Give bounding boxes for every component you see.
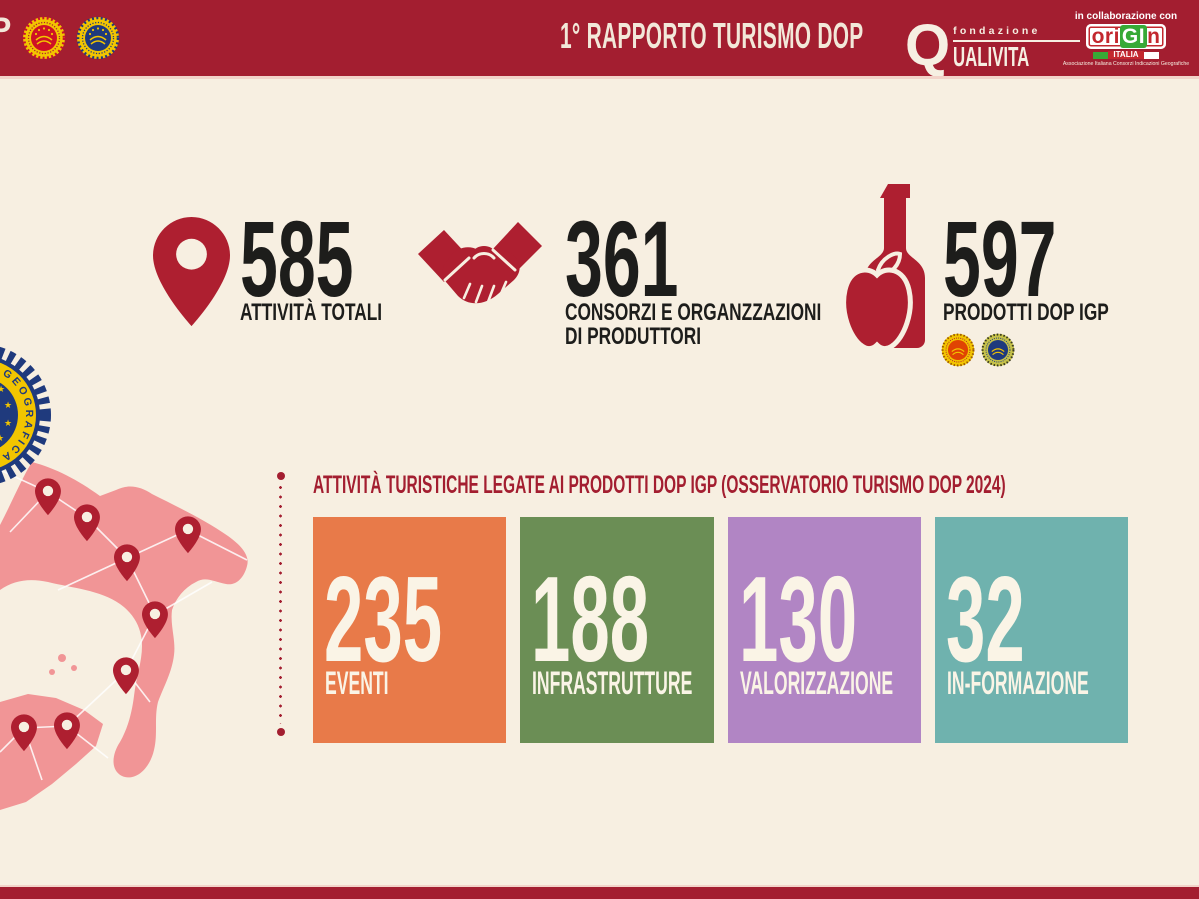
card-label: VALORIZZAZIONE bbox=[739, 665, 893, 701]
wine-bottle-apple-icon bbox=[841, 184, 925, 352]
igp-mini-badge-icon bbox=[981, 333, 1015, 367]
card-label: IN-FORMAZIONE bbox=[946, 665, 1089, 701]
origin-pre: ori bbox=[1091, 25, 1120, 48]
card-value: 32 bbox=[945, 551, 1025, 687]
dop-mini-badge-icon bbox=[941, 333, 975, 367]
qualivita-name: UALIVITA bbox=[953, 41, 1030, 72]
stat-label-prodotti: PRODOTTI DOP IGP bbox=[943, 299, 1109, 326]
svg-text:★: ★ bbox=[0, 433, 4, 443]
origin-logo: in collaborazione con oriGIn ITALIA Asso… bbox=[1056, 11, 1196, 67]
card-label: INFRASTRUTTURE bbox=[532, 665, 693, 701]
card-value: 188 bbox=[531, 551, 650, 687]
dop-badge-icon bbox=[22, 16, 66, 60]
stat-label-attivita: ATTIVITÀ TOTALI bbox=[240, 299, 383, 326]
card-infrastrutture: 188 INFRASTRUTTURE bbox=[520, 517, 714, 743]
origin-country: ITALIA bbox=[1108, 51, 1144, 59]
igp-badge-icon bbox=[76, 16, 120, 60]
qualivita-logo: Q fondazione UALIVITA bbox=[905, 13, 1081, 78]
card-value: 130 bbox=[738, 551, 857, 687]
header-divider bbox=[0, 76, 1199, 79]
header-bar: P bbox=[0, 0, 1199, 76]
origin-tagline: Associazione Italiana Consorzi Indicazio… bbox=[1062, 61, 1190, 67]
origin-italy-flag: ITALIA bbox=[1056, 51, 1196, 59]
rosette-stars: ★ ★ ★ ★ ★ bbox=[0, 384, 12, 443]
handshake-icon bbox=[418, 222, 542, 304]
card-label: EVENTI bbox=[325, 665, 389, 701]
stat-value-prodotti: 597 bbox=[943, 198, 1057, 319]
origin-mid: GI bbox=[1119, 25, 1148, 48]
section-dotted-line bbox=[276, 472, 285, 736]
stat-label-consorzi-line1: CONSORZI E ORGANZZAZIONI bbox=[565, 299, 822, 326]
map-landmass bbox=[0, 462, 248, 810]
cards-row: 235 EVENTI 188 INFRASTRUTTURE 130 VALORI… bbox=[313, 517, 1128, 743]
origin-collab-text: in collaborazione con bbox=[1074, 11, 1178, 22]
card-value: 235 bbox=[324, 551, 443, 687]
qualivita-fondazione: fondazione bbox=[953, 25, 1081, 42]
card-informazione: 32 IN-FORMAZIONE bbox=[934, 517, 1128, 743]
dop-igp-mini-badges bbox=[941, 333, 1015, 367]
svg-text:★: ★ bbox=[4, 418, 12, 428]
stat-value-consorzi: 361 bbox=[565, 198, 679, 319]
section-title: ATTIVITÀ TURISTICHE LEGATE AI PRODOTTI D… bbox=[313, 471, 1006, 499]
svg-text:★: ★ bbox=[4, 400, 12, 410]
footer-divider bbox=[0, 885, 1199, 887]
origin-wordmark: oriGIn bbox=[1085, 24, 1167, 49]
svg-text:★: ★ bbox=[0, 384, 5, 394]
card-valorizzazione: 130 VALORIZZAZIONE bbox=[727, 517, 921, 743]
stat-value-attivita: 585 bbox=[240, 198, 354, 319]
qualivita-q: Q bbox=[905, 13, 951, 78]
map-pin-icon bbox=[153, 216, 230, 327]
stat-label-consorzi-line2: DI PRODUTTORI bbox=[565, 323, 702, 350]
igp-rosette-badge-icon: GEOGRAFICA PROTETTA • ★ ★ ★ ★ ★ bbox=[0, 346, 51, 484]
page-title: 1° RAPPORTO TURISMO DOP bbox=[560, 15, 864, 56]
italy-map bbox=[0, 462, 248, 810]
origin-post: n bbox=[1147, 25, 1161, 48]
partial-logo-letter: P bbox=[0, 11, 12, 47]
card-eventi: 235 EVENTI bbox=[313, 517, 507, 743]
footer-bar bbox=[0, 887, 1199, 899]
